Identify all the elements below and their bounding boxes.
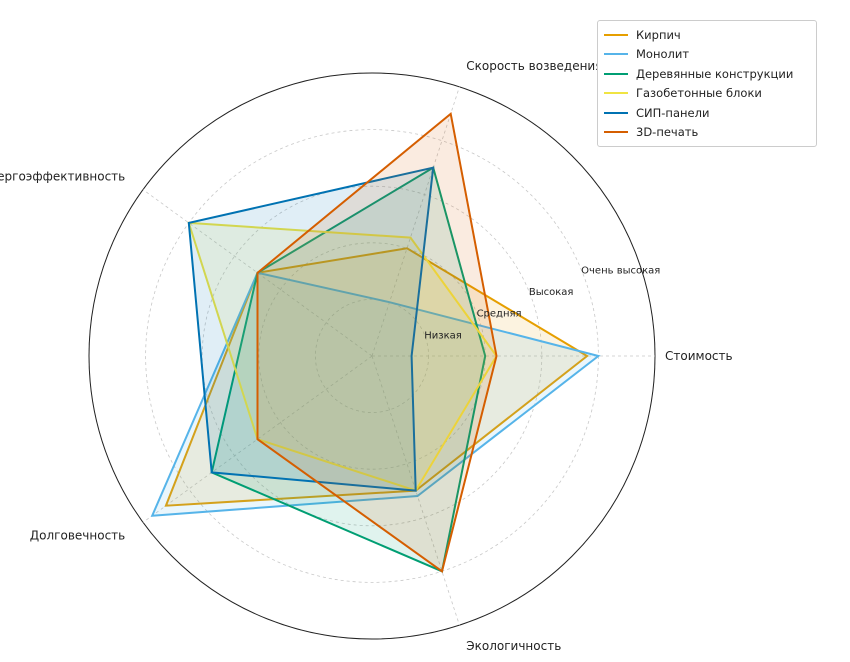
axis-label-2: Энергоэффективность	[0, 170, 125, 184]
legend-label: Газобетонные блоки	[636, 86, 762, 101]
radar-axis-labels: Стоимость Скорость возведения Энергоэффект…	[0, 59, 733, 653]
legend-label: Деревянные конструкции	[636, 66, 794, 81]
tick-label-1: Средняя	[477, 309, 522, 320]
tick-label-2: Высокая	[529, 287, 574, 298]
legend-label: 3D-печать	[636, 125, 699, 140]
legend-swatch	[604, 111, 628, 114]
legend-swatch	[604, 92, 628, 95]
axis-label-3: Долговечность	[30, 528, 125, 542]
legend-item: Монолит	[604, 45, 810, 65]
legend-item: 3D-печать	[604, 123, 810, 143]
legend-label: Монолит	[636, 47, 690, 62]
series-fill-1	[152, 272, 599, 516]
series-fill-4	[188, 167, 434, 491]
series-fill-0	[165, 248, 588, 506]
series-fill-5	[257, 113, 497, 572]
axis-label-1: Скорость возведения	[466, 59, 602, 73]
radar-tick-labels: Низкая Средняя Высокая Очень высокая	[424, 265, 660, 341]
spoke-line	[142, 189, 373, 357]
series-line-3	[187, 221, 498, 492]
legend-item: Кирпич	[604, 25, 810, 45]
legend-item: Деревянные конструкции	[604, 64, 810, 84]
series-line-0	[164, 247, 589, 507]
legend-swatch	[604, 72, 628, 75]
spoke-line	[371, 86, 460, 357]
tick-label-0: Низкая	[424, 330, 462, 341]
series-line-5	[256, 111, 498, 573]
series-fill-2	[211, 167, 486, 572]
legend-item: Газобетонные блоки	[604, 84, 810, 104]
legend: Кирпич Монолит Деревянные конструкции Газоб…	[597, 20, 817, 147]
legend-swatch	[604, 131, 628, 134]
series-line-2	[210, 166, 487, 573]
legend-swatch	[604, 33, 628, 36]
tick-label-3: Очень высокая	[581, 265, 660, 276]
series-line-4	[187, 166, 435, 492]
legend-swatch	[604, 53, 628, 56]
spoke-line	[371, 355, 460, 626]
legend-label: СИП-панели	[636, 105, 710, 120]
radar-series	[150, 111, 601, 573]
spoke-line	[142, 355, 373, 523]
axis-label-4: Экологичность	[466, 639, 561, 653]
legend-label: Кирпич	[636, 27, 681, 42]
legend-item: СИП-панели	[604, 103, 810, 123]
axis-label-0: Стоимость	[665, 349, 733, 363]
